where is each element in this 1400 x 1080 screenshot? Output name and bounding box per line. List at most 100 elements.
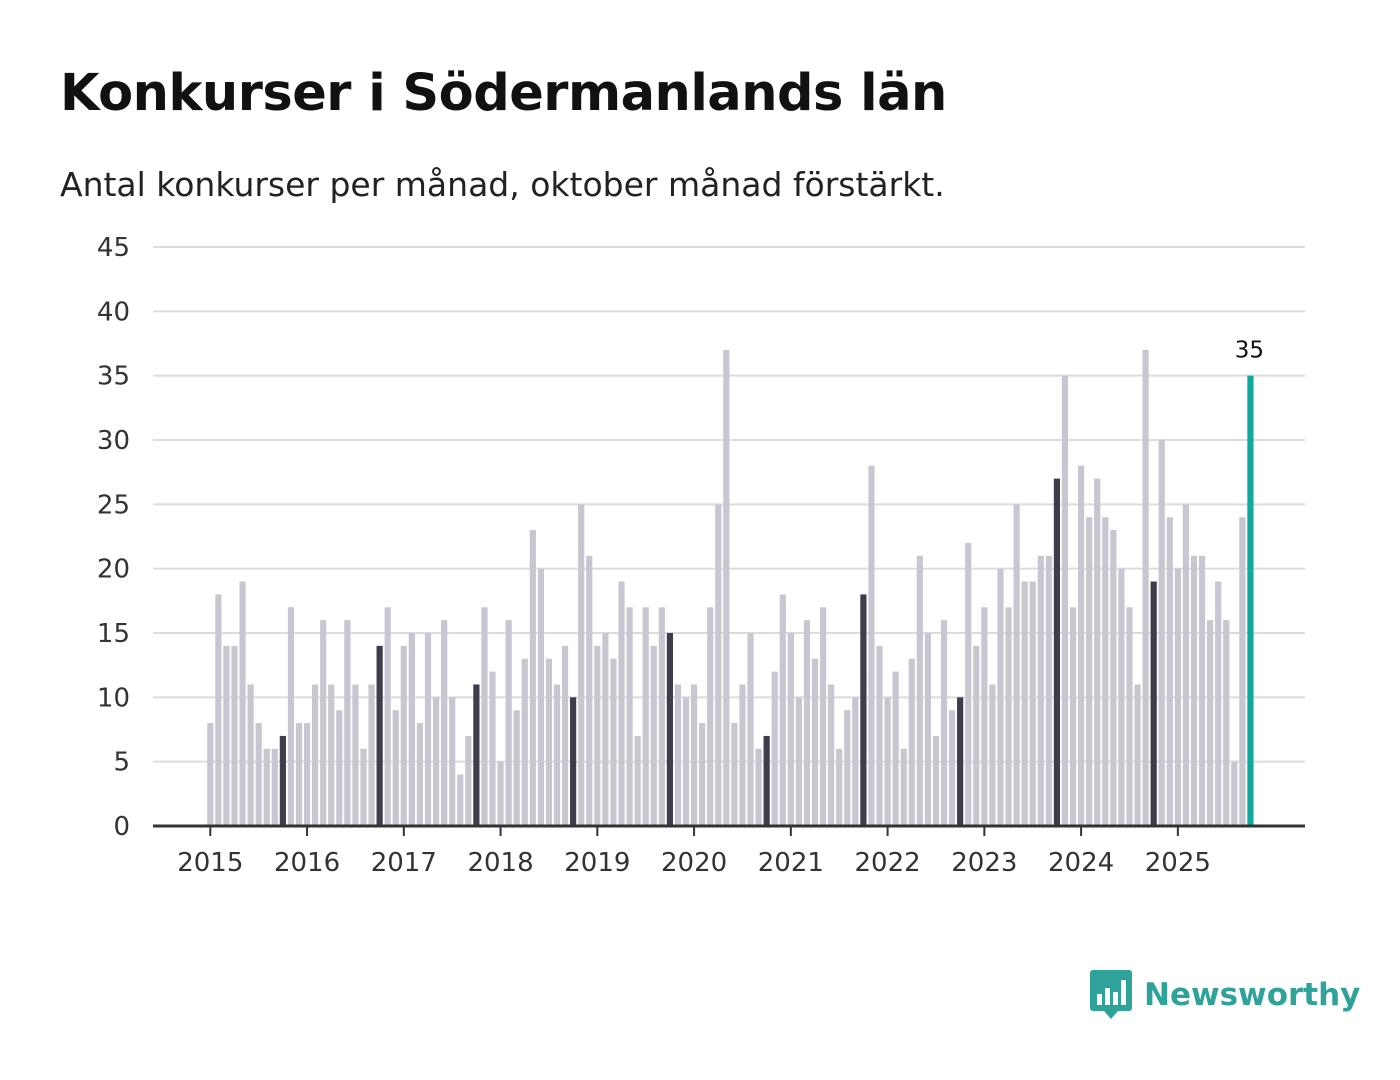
x-tick-label: 2023 [951,848,1017,878]
y-tick-label: 45 [97,233,130,263]
x-tick-label: 2017 [371,848,437,878]
bar [352,684,359,826]
bar [876,645,883,826]
bar [1118,568,1125,826]
bar [747,633,754,826]
y-tick-label: 40 [97,297,130,327]
bar [836,748,843,826]
bar [207,723,214,826]
bar [521,658,528,826]
bar [1134,684,1141,826]
bar [1182,504,1190,826]
bar [247,684,254,826]
bar [602,633,609,826]
bar [1158,440,1165,826]
bar [1215,581,1222,826]
bar [255,723,262,826]
bar [884,697,891,826]
bar [973,645,980,826]
bar [239,581,246,826]
newsworthy-logo-icon [1090,970,1132,1019]
bar [449,697,456,826]
bar [940,620,948,826]
bar [1053,478,1061,826]
chart-subtitle: Antal konkurser per månad, oktober månad… [60,165,945,204]
bar [626,607,633,826]
bar [1069,607,1077,826]
bar [465,735,472,826]
x-tick-label: 2020 [661,848,727,878]
bar [811,658,819,826]
bar [610,658,617,826]
bar [1078,465,1085,826]
bar [1086,517,1093,826]
x-tick-label: 2024 [1048,848,1114,878]
bar [505,620,512,826]
bar [457,774,464,826]
bar [723,349,730,826]
bar [932,735,940,826]
bar [545,658,553,826]
y-tick-label: 25 [97,490,130,520]
bar [1037,555,1044,826]
bar [674,684,682,826]
bar [957,697,964,826]
bar [424,633,432,826]
brand-name: Newsworthy [1144,977,1361,1013]
bar [392,710,399,826]
bar [384,607,391,826]
x-tick-label: 2025 [1145,848,1211,878]
x-tick-label: 2021 [758,848,824,878]
y-tick-label: 10 [97,683,130,713]
bar [642,607,649,826]
bar [360,748,367,826]
bar [1102,517,1109,826]
bar [1231,761,1238,826]
bar [328,684,335,826]
bar [1061,375,1069,826]
y-tick-label: 20 [97,555,130,585]
bar [1045,555,1052,826]
bar [497,761,504,826]
bar [682,697,690,826]
bar [666,633,673,826]
bar [618,581,625,826]
bar [1029,581,1036,826]
bar [416,723,424,826]
bar [787,633,794,826]
bar [1005,607,1012,826]
bar [231,645,238,826]
bar [1094,478,1101,826]
bar [376,645,383,826]
bar [529,530,536,826]
bar [860,594,867,826]
bar [320,620,327,826]
bar [1239,517,1246,826]
bar [489,671,496,826]
bar [965,542,972,826]
bar [400,645,407,826]
bar [739,684,746,826]
bar [1110,530,1117,826]
bar [981,607,988,826]
bar [570,697,577,826]
bar [650,645,657,826]
bar [1126,607,1133,826]
bar [481,607,488,826]
bar [432,697,440,826]
bar [215,594,222,826]
x-tick-label: 2015 [177,848,243,878]
bar [513,710,520,826]
bar [1190,555,1198,826]
bar [1174,568,1181,826]
bar [408,633,415,826]
bar [223,645,230,826]
bar [948,710,956,826]
y-tick-label: 0 [113,812,130,842]
bar [852,697,859,826]
data-label: 35 [1235,338,1264,364]
bar [699,723,706,826]
brand[interactable]: Newsworthy [1090,970,1360,1020]
bar [989,684,996,826]
